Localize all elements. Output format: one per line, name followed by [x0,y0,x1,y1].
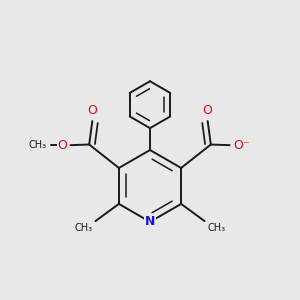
Text: O⁻: O⁻ [233,139,250,152]
Text: O: O [57,139,67,152]
Text: N: N [145,215,155,228]
Text: CH₃: CH₃ [207,223,225,233]
Text: O: O [203,104,213,117]
Text: CH₃: CH₃ [28,140,47,150]
Text: O: O [87,104,97,117]
Text: CH₃: CH₃ [75,223,93,233]
